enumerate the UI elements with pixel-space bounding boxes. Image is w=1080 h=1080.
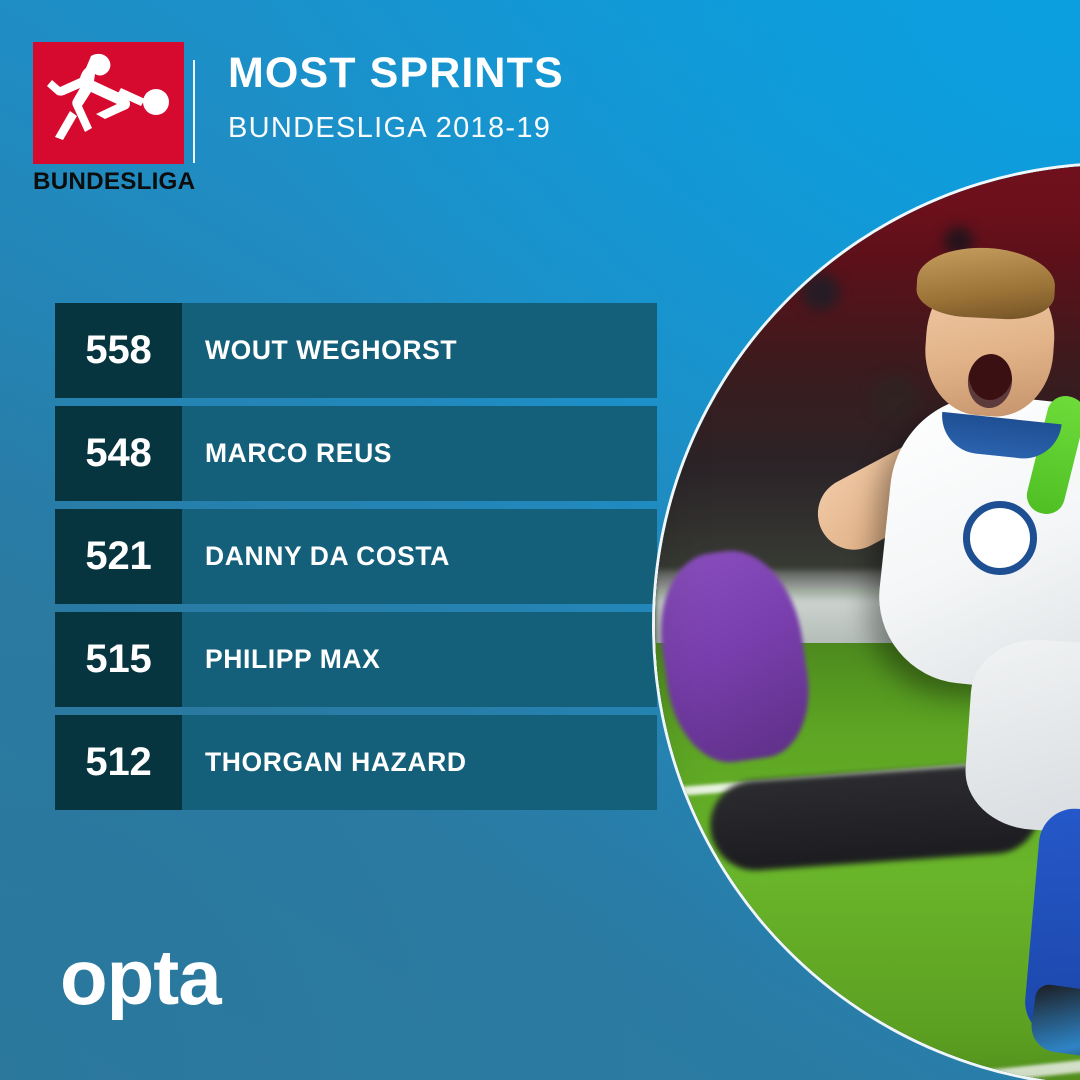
header-titles: MOST SPRINTS BUNDESLIGA 2018-19 — [228, 52, 564, 143]
row-value: 515 — [55, 612, 182, 707]
header-divider — [193, 60, 195, 163]
table-row: 548 MARCO REUS — [55, 406, 657, 501]
opta-logo: opta — [60, 933, 222, 1021]
page-title: MOST SPRINTS — [228, 49, 564, 97]
celebrating-player: 9 — [655, 165, 1080, 1080]
table-row: 512 THORGAN HAZARD — [55, 715, 657, 810]
table-row: 558 WOUT WEGHORST — [55, 303, 657, 398]
row-value: 521 — [55, 509, 182, 604]
row-player-name: THORGAN HAZARD — [182, 715, 657, 810]
row-player-name: MARCO REUS — [182, 406, 657, 501]
bundesliga-logo-icon — [33, 42, 184, 164]
player-photo: 9 — [655, 165, 1080, 1080]
bundesliga-logo-block: BUNDESLIGA — [33, 42, 196, 195]
vw-badge-icon — [963, 500, 1038, 575]
page-subtitle: BUNDESLIGA 2018-19 — [228, 112, 552, 144]
table-row: 515 PHILIPP MAX — [55, 612, 657, 707]
photo-vignette — [655, 165, 1080, 1080]
header: BUNDESLIGA MOST SPRINTS BUNDESLIGA 2018-… — [33, 42, 564, 195]
ranking-table: 558 WOUT WEGHORST 548 MARCO REUS 521 DAN… — [55, 303, 657, 810]
bundesliga-wordmark: BUNDESLIGA — [33, 168, 196, 195]
row-player-name: DANNY DA COSTA — [182, 509, 657, 604]
row-player-name: PHILIPP MAX — [182, 612, 657, 707]
row-player-name: WOUT WEGHORST — [182, 303, 657, 398]
row-value: 512 — [55, 715, 182, 810]
table-row: 521 DANNY DA COSTA — [55, 509, 657, 604]
row-value: 548 — [55, 406, 182, 501]
row-value: 558 — [55, 303, 182, 398]
player-photo-image: 9 — [655, 165, 1080, 1080]
